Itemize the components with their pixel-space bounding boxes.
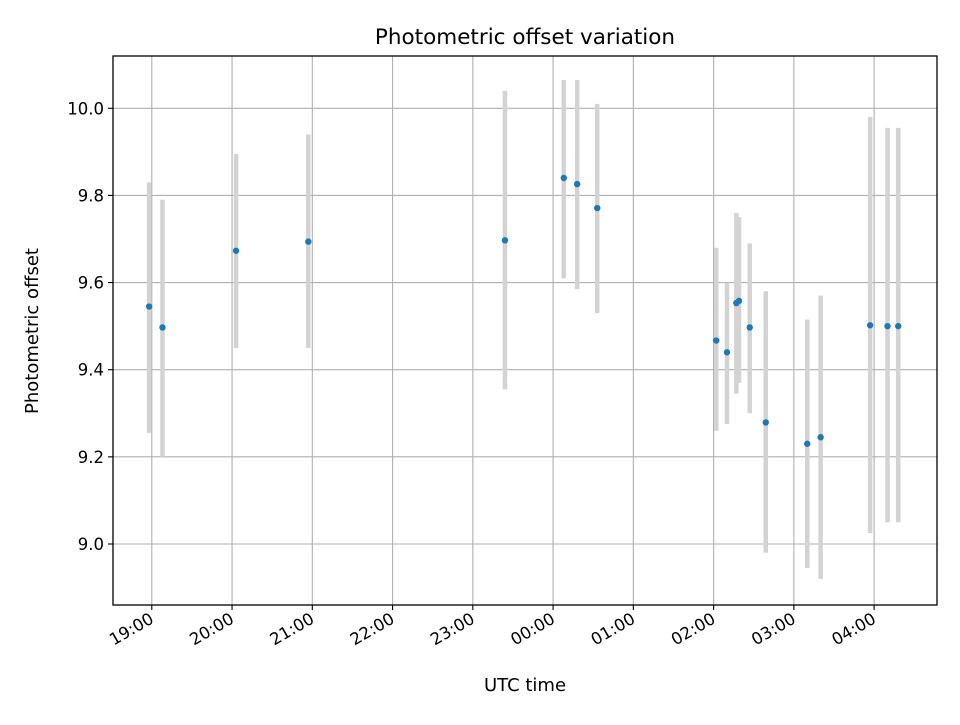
data-point [573,180,581,188]
x-tick-label: 03:00 [748,609,799,649]
data-point [895,322,902,330]
x-tick-label: 23:00 [427,609,478,649]
y-tick-label: 10.0 [67,99,104,118]
x-axis-label: UTC time [484,675,566,696]
y-tick-label: 9.0 [78,535,104,554]
data-point [866,322,874,329]
data-point [723,349,731,356]
x-tick-label: 00:00 [507,609,558,649]
x-tick-label: 21:00 [267,609,318,649]
data-points [145,174,902,447]
data-point [762,419,769,426]
plot-frame [112,55,938,606]
y-tick-label: 9.6 [78,274,104,293]
data-point [735,297,743,305]
data-point [746,324,753,331]
data-point [159,324,166,331]
data-point [594,204,601,212]
y-tick-label: 9.2 [78,448,104,467]
data-point [817,434,824,441]
data-point [305,238,312,245]
y-tick-label: 9.8 [78,186,104,205]
data-point [804,440,811,447]
data-point [501,237,509,244]
error-bars [146,79,901,579]
x-tick-label: 22:00 [347,609,398,649]
x-tick-label: 02:00 [668,609,719,649]
x-tick-label: 19:00 [106,609,157,649]
x-tick-label: 04:00 [828,609,879,649]
data-point [560,174,567,182]
data-point [884,322,891,330]
data-point [232,247,240,254]
grid [113,56,937,605]
data-point [713,337,720,344]
chart-title: Photometric offset variation [375,25,675,50]
data-point [145,303,153,310]
y-axis-label: Photometric offset [22,248,43,414]
x-tick-label: 20:00 [186,609,237,649]
x-tick-label: 01:00 [588,609,639,649]
y-tick-label: 9.4 [78,361,104,380]
